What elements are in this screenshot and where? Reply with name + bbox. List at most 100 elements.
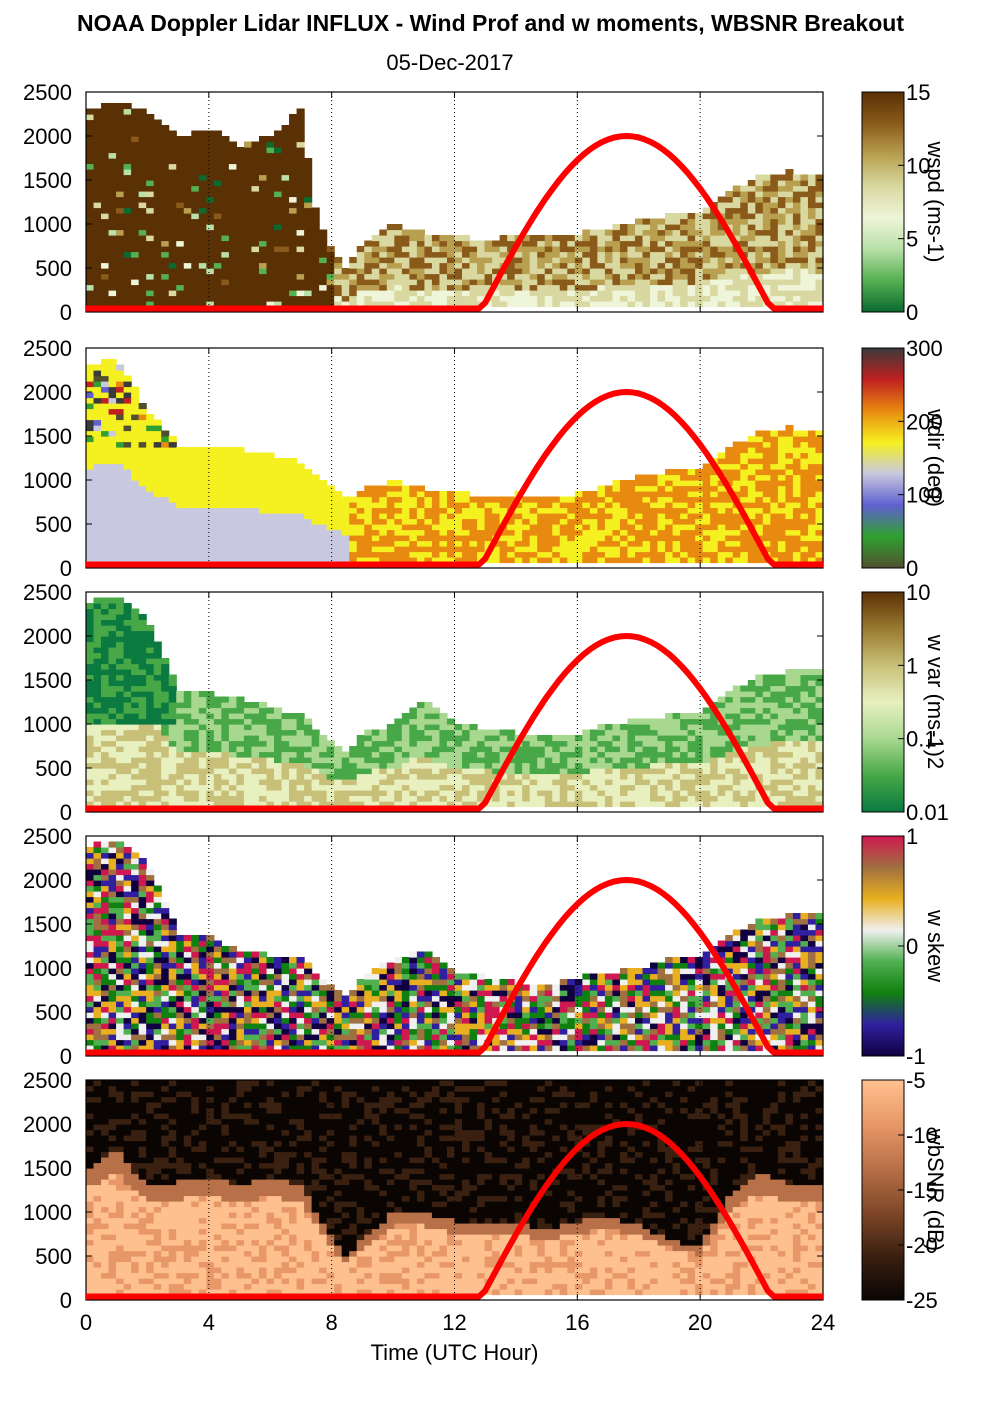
- heatmap-cell: [213, 447, 222, 454]
- heatmap-cell: [687, 496, 696, 503]
- heatmap-cell: [431, 257, 441, 264]
- heatmap-cell: [424, 551, 433, 558]
- heatmap-cell: [747, 207, 756, 214]
- heatmap-cell: [462, 551, 471, 558]
- heatmap-cell: [341, 801, 350, 808]
- heatmap-cell: [243, 491, 253, 498]
- heatmap-cell: [386, 751, 395, 758]
- heatmap-cell: [446, 546, 456, 553]
- heatmap-cell: [815, 174, 824, 181]
- heatmap-cell: [101, 474, 110, 481]
- heatmap-cell: [251, 213, 260, 220]
- heatmap-cell: [108, 185, 117, 192]
- heatmap-cell: [108, 463, 117, 470]
- heatmap-cell: [627, 229, 636, 236]
- heatmap-cell: [356, 768, 365, 775]
- heatmap-cell: [514, 540, 523, 547]
- heatmap-cell: [792, 551, 802, 558]
- heatmap-cell: [221, 702, 230, 709]
- heatmap-cell: [672, 301, 681, 308]
- heatmap-cell: [251, 773, 260, 780]
- heatmap-cell: [484, 557, 493, 564]
- heatmap-cell: [146, 790, 155, 797]
- heatmap-cell: [161, 557, 170, 564]
- heatmap-cell: [665, 518, 674, 525]
- heatmap-cell: [266, 540, 275, 547]
- heatmap-cell: [386, 557, 395, 564]
- heatmap-cell: [747, 458, 756, 465]
- heatmap-cell: [702, 257, 711, 264]
- heatmap-cell: [311, 480, 320, 487]
- heatmap-cell: [394, 262, 403, 269]
- heatmap-cell: [183, 147, 192, 154]
- heatmap-cell: [243, 295, 253, 302]
- heatmap-cell: [161, 174, 170, 181]
- heatmap-cell: [792, 469, 802, 476]
- heatmap-cell: [431, 724, 441, 731]
- heatmap-cell: [131, 619, 140, 626]
- heatmap-cell: [168, 452, 177, 459]
- heatmap-cell: [176, 557, 185, 564]
- heatmap-cell: [274, 713, 283, 720]
- heatmap-cell: [311, 546, 320, 553]
- heatmap-cell: [131, 207, 140, 214]
- heatmap-cell: [266, 718, 275, 725]
- heatmap-cell: [93, 724, 102, 731]
- heatmap-cell: [311, 229, 320, 236]
- heatmap-cell: [755, 229, 764, 236]
- heatmap-cell: [409, 251, 418, 258]
- heatmap-cell: [86, 119, 95, 126]
- heatmap-cell: [183, 485, 192, 492]
- heatmap-cell: [559, 268, 568, 275]
- heatmap-cell: [274, 174, 283, 181]
- heatmap-cell: [740, 546, 749, 553]
- heatmap-cell: [319, 540, 328, 547]
- heatmap-cell: [619, 279, 629, 286]
- heatmap-cell: [394, 273, 403, 280]
- heatmap-cell: [477, 240, 486, 247]
- heatmap-cell: [657, 535, 666, 542]
- heatmap-cell: [86, 458, 95, 465]
- y-tick-label: 1500: [23, 168, 72, 193]
- heatmap-cell: [416, 502, 426, 509]
- heatmap-cell: [627, 257, 636, 264]
- heatmap-cell: [777, 551, 786, 558]
- heatmap-cell: [289, 784, 298, 791]
- heatmap-cell: [236, 696, 245, 703]
- heatmap-cell: [807, 273, 817, 280]
- heatmap-cell: [138, 619, 147, 626]
- heatmap-cell: [732, 235, 741, 242]
- heatmap-cell: [755, 235, 764, 242]
- heatmap-cell: [123, 392, 132, 399]
- heatmap-cell: [785, 213, 794, 220]
- heatmap-cell: [198, 762, 207, 769]
- heatmap-cell: [604, 496, 614, 503]
- heatmap-cell: [86, 397, 95, 404]
- heatmap-cell: [492, 551, 501, 558]
- heatmap-cell: [695, 295, 704, 302]
- heatmap-cell: [116, 370, 125, 377]
- heatmap-cell: [213, 740, 222, 747]
- heatmap-cell: [394, 279, 403, 286]
- heatmap-cell: [326, 795, 335, 802]
- heatmap-cell: [266, 202, 275, 209]
- heatmap-cell: [770, 295, 779, 302]
- heatmap-cell: [168, 713, 177, 720]
- heatmap-cell: [311, 751, 320, 758]
- heatmap-cell: [484, 257, 493, 264]
- heatmap-cell: [266, 518, 275, 525]
- heatmap-cell: [161, 251, 170, 258]
- heatmap-cell: [131, 119, 140, 126]
- heatmap-cell: [394, 546, 403, 553]
- heatmap-cell: [101, 240, 110, 247]
- heatmap-cell: [687, 535, 696, 542]
- heatmap-cell: [650, 535, 659, 542]
- heatmap-cell: [634, 535, 644, 542]
- heatmap-cell: [243, 229, 253, 236]
- heatmap-cell: [191, 735, 200, 742]
- heatmap-cell: [146, 630, 155, 637]
- heatmap-cell: [349, 768, 358, 775]
- heatmap-cell: [116, 257, 125, 264]
- heatmap-cell: [311, 295, 320, 302]
- heatmap-cell: [116, 441, 125, 448]
